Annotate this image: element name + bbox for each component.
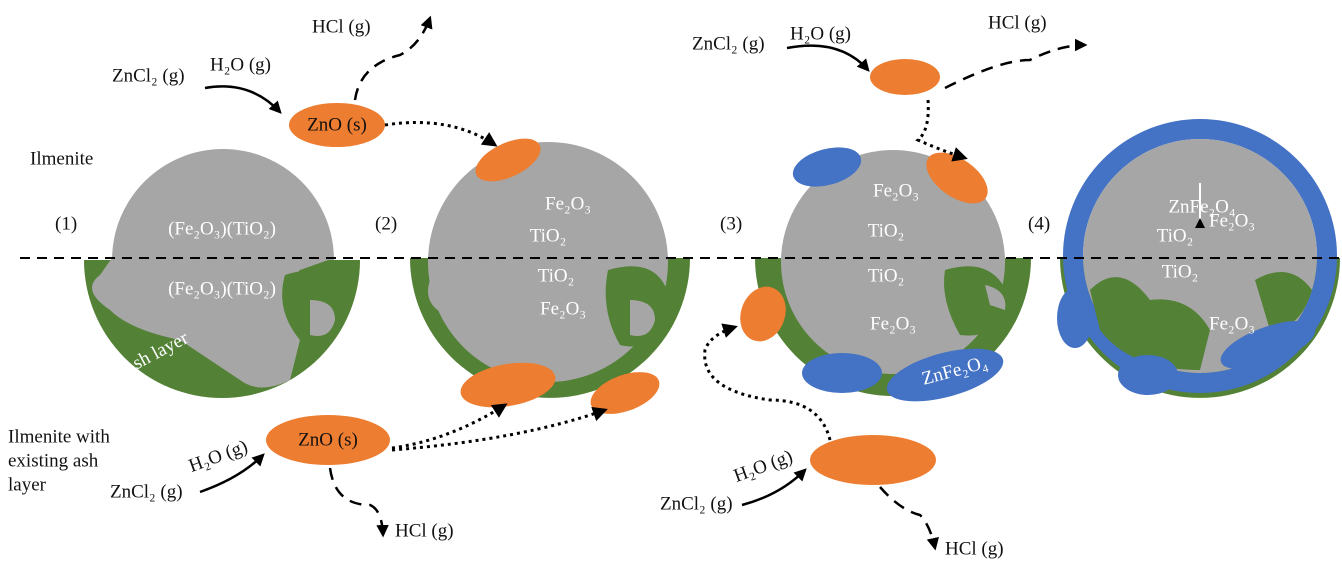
arrows xyxy=(199,15,1205,551)
compound: Fe₂O₃ xyxy=(1209,210,1255,231)
gas: HCl (g) xyxy=(312,16,371,37)
compound: TiO₂ xyxy=(868,265,905,286)
water: H₂O (g) xyxy=(731,446,795,487)
water: H₂O (g) xyxy=(210,54,271,75)
step-label: (4) xyxy=(1028,213,1050,234)
reactant: ZnCl₂ (g) xyxy=(110,481,183,502)
compound: Fe₂O₃ xyxy=(545,193,591,214)
compound: ZnFe₂O₄ xyxy=(1168,196,1235,217)
product: ZnO (s) xyxy=(298,429,358,450)
step-label: (1) xyxy=(55,213,77,234)
compound: (Fe₂O₃)(TiO₂) xyxy=(168,218,276,239)
compound: TiO₂ xyxy=(530,225,567,246)
water: H₂O (g) xyxy=(186,436,250,477)
particle-3 xyxy=(740,59,1031,485)
product: ZnO (s) xyxy=(307,114,367,135)
particle-2 xyxy=(410,138,690,414)
step-label: (2) xyxy=(375,213,397,234)
reactant: ZnCl₂ (g) xyxy=(660,493,733,514)
side-label: existing ash xyxy=(8,450,99,471)
compound: Fe₂O₃ xyxy=(1209,313,1255,334)
reactant: ZnCl₂ (g) xyxy=(112,65,185,86)
compound: TiO₂ xyxy=(868,220,905,241)
compound: Fe₂O₃ xyxy=(540,298,586,319)
compound: TiO₂ xyxy=(538,265,575,286)
gas: HCl (g) xyxy=(988,12,1047,33)
compound: Fe₂O₃ xyxy=(870,313,916,334)
particle-4 xyxy=(266,103,1340,465)
gas: HCl (g) xyxy=(395,520,454,541)
reactant: ZnCl₂ (g) xyxy=(692,33,765,54)
compound: TiO₂ xyxy=(1162,261,1199,282)
gas: HCl (g) xyxy=(945,538,1004,559)
compound: TiO₂ xyxy=(1157,225,1194,246)
water: H₂O (g) xyxy=(790,23,851,44)
particle-1 xyxy=(84,149,360,398)
labels: Ilmenite Ilmenite with existing ash laye… xyxy=(8,12,1255,559)
side-label: Ilmenite xyxy=(30,148,93,169)
side-label: Ilmenite with xyxy=(8,426,110,447)
side-label: layer xyxy=(8,474,47,495)
compound: (Fe₂O₃)(TiO₂) xyxy=(168,278,276,299)
compound: Fe₂O₃ xyxy=(873,180,919,201)
step-label: (3) xyxy=(720,213,742,234)
